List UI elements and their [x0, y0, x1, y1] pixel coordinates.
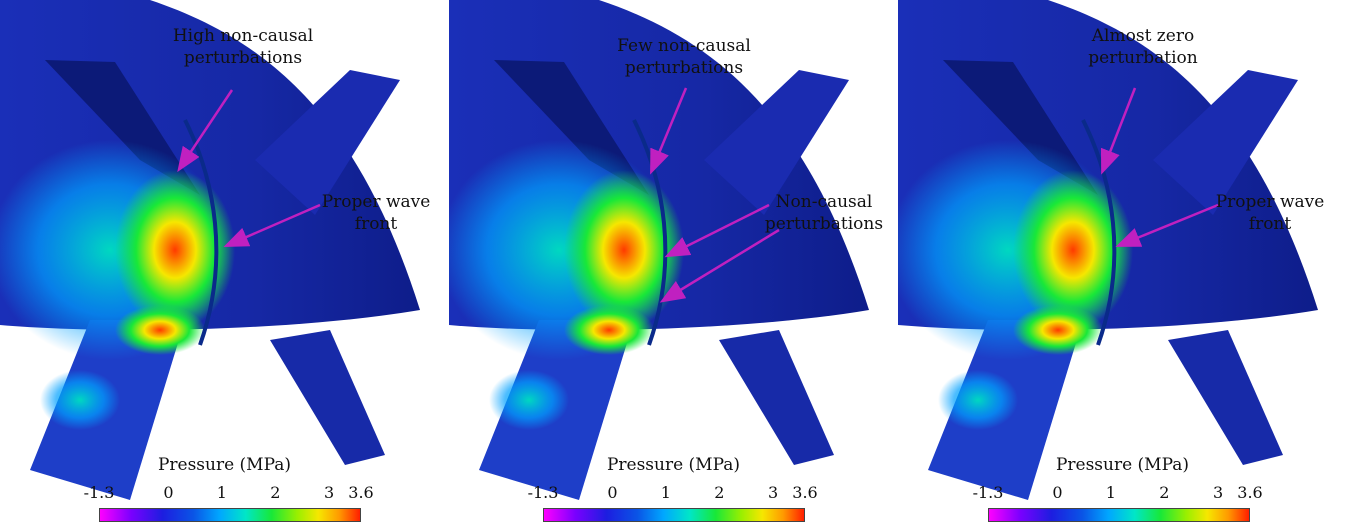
panel-1: High non-causal perturbations Proper wav…: [0, 0, 449, 525]
annotation-line: front: [354, 214, 398, 234]
colorbar: [988, 508, 1250, 522]
annotation-label: Non-causal perturbations: [759, 191, 889, 235]
colorbar-tick: -1.3: [972, 483, 1004, 502]
colorbar-title: Pressure (MPa): [157, 455, 292, 475]
annotation-line: Proper wave: [1215, 192, 1325, 212]
colorbar-tick: 1: [660, 483, 671, 502]
colorbar-tick: 3.6: [348, 483, 374, 502]
annotation-line: perturbation: [1088, 48, 1198, 68]
annotation-label: Few non-causal perturbations: [604, 35, 764, 79]
panel-3: Almost zero perturbation Proper wave fro…: [898, 0, 1347, 525]
annotation-line: High non-causal: [172, 26, 314, 46]
colorbar-tick: 3: [1212, 483, 1224, 502]
annotation-line: perturbations: [624, 58, 744, 78]
annotation-line: Proper wave: [321, 192, 431, 212]
colorbar-tick: 1: [1105, 483, 1116, 502]
colorbar-tick: 3.6: [1237, 483, 1263, 502]
colorbar-tick: 0: [163, 483, 174, 502]
panel-2: Few non-causal perturbations Non-causal …: [449, 0, 898, 525]
colorbar-tick: 3: [767, 483, 779, 502]
annotation-label: Proper wave front: [316, 191, 436, 235]
annotation-line: Almost zero: [1091, 26, 1195, 46]
annotation-label: Proper wave front: [1210, 191, 1330, 235]
annotation-line: Non-causal: [775, 192, 873, 212]
pressure-render-3: [898, 0, 1318, 500]
colorbar-tick: -1.3: [83, 483, 115, 502]
colorbar-tick: 0: [607, 483, 618, 502]
colorbar-title: Pressure (MPa): [606, 455, 741, 475]
colorbar-title: Pressure (MPa): [1055, 455, 1190, 475]
colorbar-tick: 2: [1159, 483, 1170, 502]
colorbar-tick: 2: [270, 483, 281, 502]
annotation-label: High non-causal perturbations: [168, 25, 318, 69]
colorbar-tick: 3.6: [792, 483, 818, 502]
pressure-render-1: [0, 0, 420, 500]
colorbar-tick: 1: [216, 483, 227, 502]
colorbar-tick: 2: [714, 483, 725, 502]
pressure-render-2: [449, 0, 869, 500]
annotation-line: front: [1248, 214, 1292, 234]
annotation-line: Few non-causal: [617, 36, 751, 56]
colorbar-tick: 3: [323, 483, 335, 502]
colorbar: [543, 508, 805, 522]
colorbar-tick: -1.3: [527, 483, 559, 502]
annotation-line: perturbations: [764, 214, 884, 234]
annotation-label: Almost zero perturbation: [1073, 25, 1213, 69]
colorbar-tick: 0: [1052, 483, 1063, 502]
colorbar: [99, 508, 361, 522]
annotation-line: perturbations: [183, 48, 303, 68]
